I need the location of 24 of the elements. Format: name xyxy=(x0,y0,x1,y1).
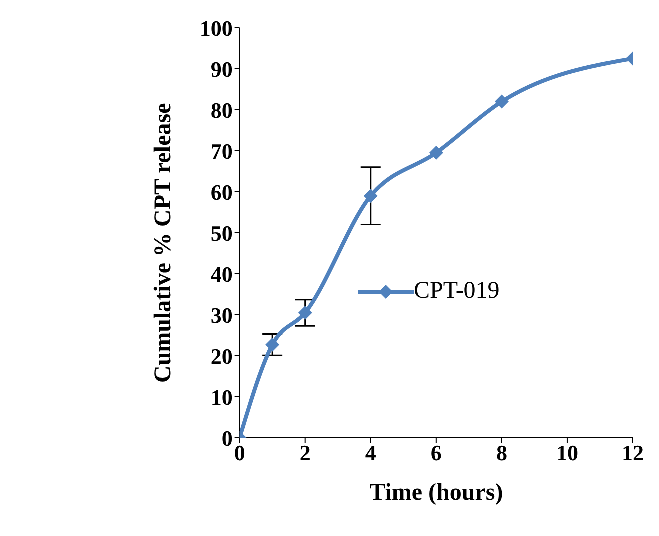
y-tick-label: 100 xyxy=(200,16,233,41)
y-axis-title: Cumulative % CPT release xyxy=(150,102,176,383)
x-tick-label: 8 xyxy=(496,440,508,466)
y-tick-label: 20 xyxy=(210,344,233,369)
y-tick-label: 80 xyxy=(210,98,233,123)
x-tick-label: 6 xyxy=(430,440,442,466)
x-tick-label: 2 xyxy=(300,440,311,466)
x-tick-label: 10 xyxy=(556,440,578,466)
y-tick-label: 90 xyxy=(210,56,233,82)
y-tick-label: 30 xyxy=(210,302,233,328)
x-tick-label: 12 xyxy=(622,440,644,466)
point xyxy=(266,338,280,352)
y-tick-label: 60 xyxy=(210,180,233,205)
legend-label: CPT-019 xyxy=(414,278,500,305)
x-tick-label: 4 xyxy=(365,440,376,466)
point xyxy=(298,306,312,320)
point xyxy=(364,189,378,204)
y-tick-label: 50 xyxy=(210,220,233,246)
y-tick-label: 70 xyxy=(210,138,233,164)
x-axis-title: Time (hours) xyxy=(370,480,504,506)
y-tick-label: 10 xyxy=(210,384,233,410)
point xyxy=(429,146,444,160)
point xyxy=(494,94,509,109)
y-tick-label: 40 xyxy=(210,262,233,287)
